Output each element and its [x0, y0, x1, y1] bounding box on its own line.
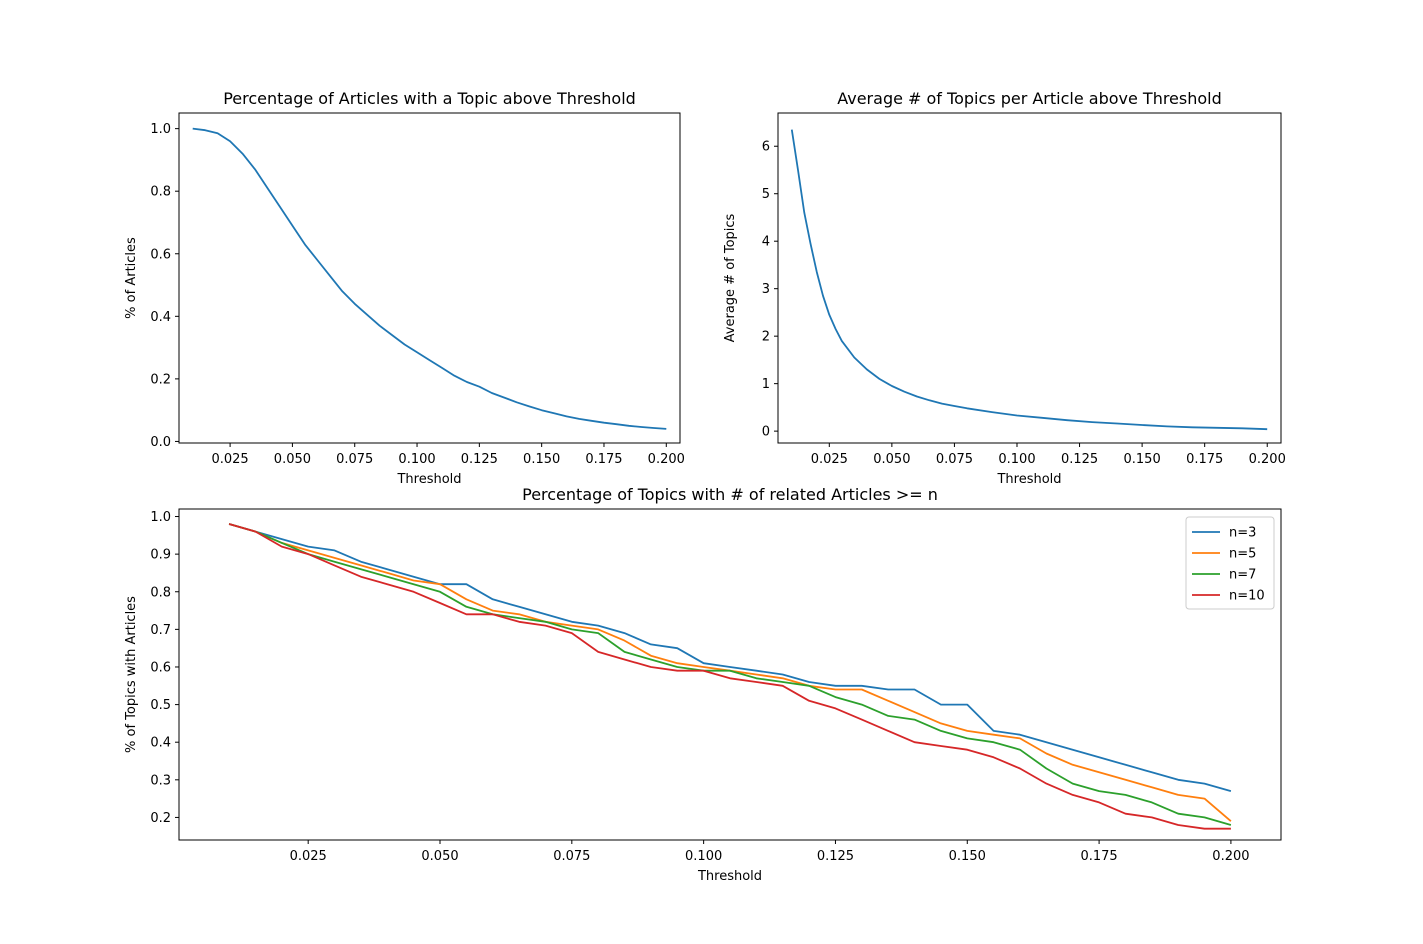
chart-3: Percentage of Topics with # of related A…	[124, 485, 1282, 884]
y-tick-label: 0.4	[150, 736, 171, 751]
legend: n=3 n=5 n=7 n=10	[1185, 516, 1275, 610]
x-tick-label: 0.100	[398, 452, 435, 467]
y-tick-label: 0.5	[150, 698, 171, 713]
x-tick-label: 0.200	[1212, 849, 1249, 864]
x-tick-label: 0.125	[1061, 452, 1098, 467]
x-tick-label: 0.175	[1080, 849, 1117, 864]
axes-frame	[178, 112, 681, 444]
y-tick-label: 1	[762, 377, 770, 392]
legend-box	[1185, 516, 1275, 610]
y-tick-label: 0.2	[150, 372, 171, 387]
x-tick-label: 0.125	[461, 452, 498, 467]
legend-label: n=10	[1229, 589, 1265, 604]
x-axis-label: Threshold	[396, 472, 461, 487]
legend-label: n=5	[1229, 547, 1256, 562]
x-tick-label: 0.075	[936, 452, 973, 467]
x-axis-label: Threshold	[996, 472, 1061, 487]
y-axis-label: Average # of Topics	[723, 213, 738, 342]
series-line-main	[790, 129, 1268, 431]
x-tick-label: 0.025	[211, 452, 248, 467]
x-tick-label: 0.150	[949, 849, 986, 864]
x-tick-label: 0.025	[290, 849, 327, 864]
y-tick-label: 0.8	[150, 585, 171, 600]
x-tick-label: 0.100	[998, 452, 1035, 467]
y-tick-label: 5	[762, 187, 770, 202]
y-tick-label: 0.7	[150, 623, 171, 638]
legend-label: n=7	[1229, 568, 1256, 583]
x-tick-label: 0.100	[685, 849, 722, 864]
x-tick-label: 0.200	[1249, 452, 1286, 467]
y-tick-label: 0.9	[150, 548, 171, 563]
y-tick-label: 2	[762, 330, 770, 345]
x-tick-label: 0.050	[873, 452, 910, 467]
y-tick-label: 6	[762, 140, 770, 155]
series-line-main	[192, 127, 667, 430]
x-tick-label: 0.050	[421, 849, 458, 864]
y-tick-label: 0.4	[150, 310, 171, 325]
y-tick-label: 0.3	[150, 773, 171, 788]
axes-frame	[178, 508, 1282, 841]
y-tick-label: 0.2	[150, 811, 171, 826]
x-tick-label: 0.125	[817, 849, 854, 864]
y-tick-label: 0	[762, 425, 770, 440]
x-tick-label: 0.200	[648, 452, 685, 467]
x-tick-label: 0.075	[336, 452, 373, 467]
x-tick-label: 0.175	[1186, 452, 1223, 467]
axes-frame	[777, 112, 1282, 444]
chart-2: Average # of Topics per Article above Th…	[723, 89, 1286, 487]
chart-1: Percentage of Articles with a Topic abov…	[124, 89, 685, 487]
chart-title: Percentage of Articles with a Topic abov…	[223, 89, 636, 108]
legend-label: n=3	[1229, 526, 1256, 541]
y-tick-label: 0.0	[150, 435, 171, 450]
chart-title: Average # of Topics per Article above Th…	[837, 89, 1222, 108]
series-line-n-10	[228, 523, 1231, 830]
y-tick-label: 0.8	[150, 185, 171, 200]
x-tick-label: 0.075	[553, 849, 590, 864]
x-tick-label: 0.150	[523, 452, 560, 467]
y-tick-label: 1.0	[150, 510, 171, 525]
series-line-n-5	[228, 523, 1232, 822]
chart-title: Percentage of Topics with # of related A…	[522, 485, 938, 504]
x-axis-label: Threshold	[697, 869, 762, 884]
y-tick-label: 0.6	[150, 247, 171, 262]
x-tick-label: 0.050	[274, 452, 311, 467]
y-axis-label: % of Articles	[124, 237, 139, 319]
y-tick-label: 1.0	[150, 122, 171, 137]
y-tick-label: 0.6	[150, 660, 171, 675]
series-line-n-7	[228, 523, 1232, 826]
x-tick-label: 0.025	[811, 452, 848, 467]
y-axis-label: % of Topics with Articles	[124, 596, 139, 753]
y-tick-label: 4	[762, 235, 770, 250]
series-line-n-3	[228, 523, 1232, 792]
y-tick-label: 3	[762, 282, 770, 297]
x-tick-label: 0.150	[1124, 452, 1161, 467]
x-tick-label: 0.175	[585, 452, 622, 467]
